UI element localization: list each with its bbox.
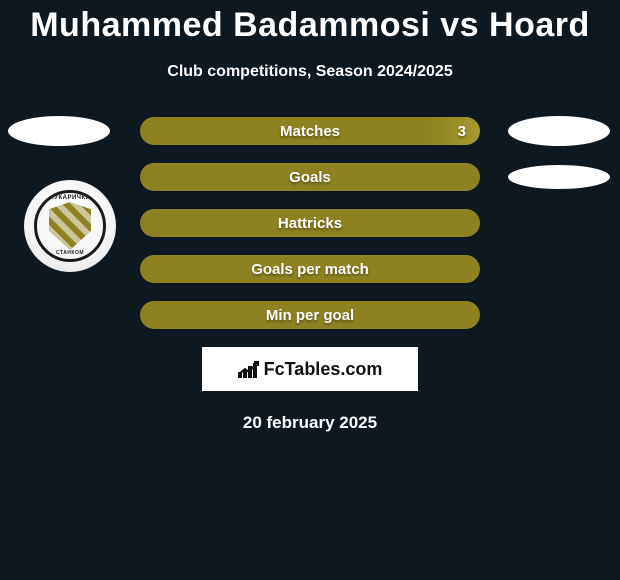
stat-label: Goals per match (251, 261, 369, 278)
stat-label: Matches (280, 123, 340, 140)
brand-chart-icon (238, 360, 260, 378)
subtitle: Club competitions, Season 2024/2025 (0, 63, 620, 81)
stat-row: Min per goal (0, 301, 620, 329)
club-badge-ring: ЧУКАРИЧКИ СТАНКОМ (34, 190, 106, 262)
stat-bar: Goals (140, 163, 480, 191)
club-shield-icon (49, 202, 91, 250)
stat-row: Matches 3 (0, 117, 620, 145)
stat-bar: Matches 3 (140, 117, 480, 145)
stat-label: Min per goal (266, 307, 354, 324)
right-value-ellipse (508, 116, 610, 146)
badge-ring-bottom: СТАНКОМ (56, 250, 84, 256)
stat-bar: Goals per match (140, 255, 480, 283)
left-value-ellipse (8, 116, 110, 146)
date-label: 20 february 2025 (0, 413, 620, 433)
brand-text: FcTables.com (264, 359, 383, 380)
badge-ring-top: ЧУКАРИЧКИ (50, 195, 91, 201)
stat-label: Goals (289, 169, 331, 186)
brand-arrow-icon (238, 360, 260, 378)
stat-bar: Min per goal (140, 301, 480, 329)
brand-attribution: FcTables.com (202, 347, 418, 391)
stat-label: Hattricks (278, 215, 342, 232)
club-badge: ЧУКАРИЧКИ СТАНКОМ (24, 180, 116, 272)
stat-bar: Hattricks (140, 209, 480, 237)
right-value-ellipse (508, 165, 610, 189)
stat-value-right: 3 (458, 123, 466, 140)
page-title: Muhammed Badammosi vs Hoard (0, 0, 620, 45)
